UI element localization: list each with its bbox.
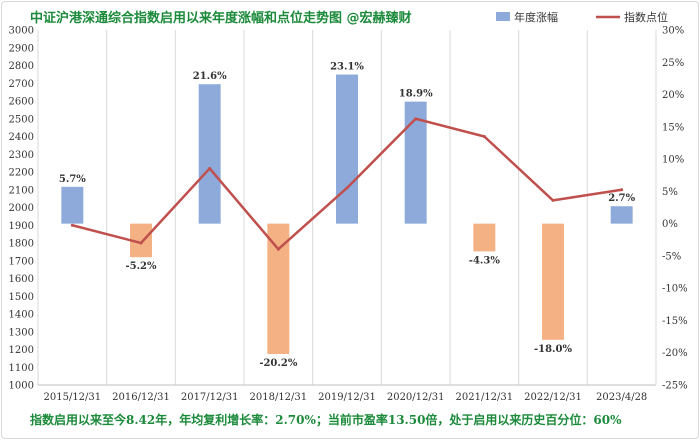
line-point [482,135,486,138]
y-right-tick-label: 20% [662,90,684,101]
bar-data-label: -5.2% [125,261,157,272]
x-tick-label: 2015/12/31 [44,392,102,403]
x-tick-label: 2016/12/31 [112,392,170,403]
line-point [208,166,212,170]
chart-title: 中证沪港深通综合指数启用以来年度涨幅和点位走势图 @宏赫臻财 [30,10,412,26]
y-left-tick-label: 2900 [9,43,34,54]
y-left-tick-label: 2100 [9,185,34,196]
y-right-tick-label: 25% [662,58,684,69]
y-left-tick-label: 1200 [9,345,34,356]
y-left-tick-label: 2500 [9,114,34,125]
y-right-tick-label: -10% [662,284,688,295]
y-left-tick-label: 2700 [9,79,34,90]
y-left-tick-label: 1700 [9,256,34,267]
y-right-tick-label: 10% [662,155,684,166]
y-left-tick-label: 1000 [9,381,34,392]
y-left-tick-label: 1400 [9,310,34,321]
y-right-tick-label: 30% [662,26,684,37]
bar [473,223,496,252]
y-left-tick-label: 2600 [9,97,34,108]
y-left-tick-label: 1300 [9,327,34,338]
x-tick-label: 2023/4/28 [596,392,647,403]
line-point [414,117,418,121]
line-point [276,247,280,251]
line-point [139,241,143,245]
line-point [345,186,349,190]
y-right-tick-label: 0% [662,219,678,230]
bar-data-label: 21.6% [193,71,227,82]
x-tick-label: 2019/12/31 [318,392,376,403]
bar [610,206,633,224]
y-right-tick-label: -25% [662,381,688,392]
y-left-tick-label: 2200 [9,168,34,179]
bar-data-label: 5.7% [59,174,86,185]
y-left-tick-label: 2300 [9,150,34,161]
y-left-tick-label: 2400 [9,132,34,143]
y-left-tick-label: 1800 [9,239,34,250]
y-left-tick-label: 1600 [9,274,34,285]
y-left-tick-label: 1900 [9,221,34,232]
bar [336,74,358,224]
bar [404,101,427,224]
bar [130,223,152,258]
bar [61,186,84,224]
bar-data-label: 23.1% [330,62,364,73]
bar [267,223,290,355]
legend-swatch-bar [496,12,510,21]
y-right-tick-label: -15% [662,316,688,327]
y-left-tick-label: 1500 [9,292,34,303]
x-tick-label: 2018/12/31 [250,392,308,403]
legend-label-line: 指数点位 [624,10,668,24]
line-point [70,223,74,227]
bar [542,223,564,340]
bar [198,84,221,224]
legend: 年度涨幅 指数点位 [496,10,668,24]
x-tick-label: 2020/12/31 [387,392,445,403]
y-left-tick-label: 2000 [9,203,34,214]
bar-data-label: 18.9% [399,89,433,100]
y-left-tick-label: 2800 [9,61,34,72]
y-left-tick-label: 3000 [9,26,34,37]
x-tick-label: 2022/12/31 [524,392,582,403]
bar-data-label: -18.0% [534,344,573,355]
x-tick-label: 2017/12/31 [181,392,239,403]
y-left-tick-label: 1100 [9,363,34,374]
footer-note: 指数启用以来至今8.42年，年均复利增长率：2.70%；当前市盈率13.50倍，… [30,412,622,427]
bar-data-label: -4.3% [469,255,501,266]
y-right-tick-label: 15% [662,122,684,133]
bar-data-label: -20.2% [259,358,298,369]
y-right-tick-label: 5% [662,187,678,198]
legend-label-bar: 年度涨幅 [514,10,558,24]
y-right-tick-label: -5% [662,251,681,262]
plot-area: 1000 1100 1200 1300 1400 1500 1600 1700 1800 1900… [9,26,688,404]
line-point [620,188,624,192]
bar-data-label: 2.7% [608,193,635,204]
line-point [551,198,555,202]
y-right-tick-label: -20% [662,348,688,359]
x-tick-label: 2021/12/31 [456,392,514,403]
